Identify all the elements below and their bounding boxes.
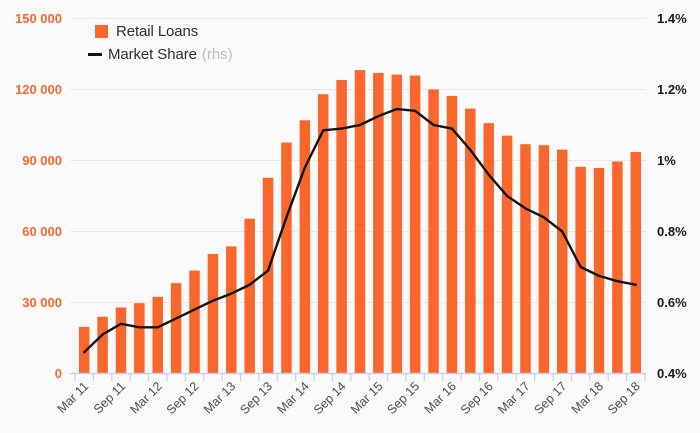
bar [189, 270, 200, 374]
right-axis-label: 1.4% [657, 11, 687, 26]
left-axis-label: 60 000 [22, 224, 62, 239]
x-axis-label: Sep 18 [605, 379, 643, 417]
bar [226, 246, 237, 374]
x-axis-label: Mar 14 [275, 379, 312, 416]
bar [152, 296, 163, 374]
x-axis-label: Mar 17 [495, 379, 532, 416]
bar [428, 89, 439, 374]
bar-series-swatch-icon [95, 25, 108, 38]
bar [207, 253, 219, 374]
bar [501, 135, 513, 374]
bar [281, 142, 292, 374]
market-share-line [82, 107, 638, 354]
bar [373, 72, 384, 374]
x-axis [70, 372, 646, 381]
bar [354, 70, 366, 374]
legend-label-retail-loans: Retail Loans [116, 23, 199, 40]
bar [483, 123, 494, 374]
bar [538, 145, 550, 374]
bar [520, 144, 531, 374]
left-axis-label: 0 [55, 366, 62, 381]
bar [593, 168, 605, 374]
x-axis-label: Sep 15 [384, 379, 422, 417]
left-axis-label: 150 000 [15, 11, 62, 26]
x-axis-label: Mar 16 [422, 379, 459, 416]
left-axis-labels: 0 30 000 60 000 90 000 120 000 150 000 [15, 11, 62, 381]
x-axis-label: Sep 12 [164, 379, 202, 417]
bar [78, 326, 90, 374]
legend-item-retail-loans: Retail Loans [88, 23, 233, 40]
legend-label-rhs-suffix: (rhs) [201, 46, 233, 63]
bar-series-retail-loans [78, 70, 642, 374]
bar [244, 218, 255, 374]
bar [465, 108, 476, 374]
right-axis-labels: 0.4% 0.6% 0.8% 1% 1.2% 1.4% [657, 11, 687, 381]
x-axis-label: Mar 13 [201, 379, 238, 416]
bar [612, 161, 623, 374]
bar [336, 80, 347, 374]
x-axis-label: Sep 16 [458, 379, 496, 417]
chart-legend: Retail Loans Market Share (rhs) [88, 23, 233, 63]
x-axis-label: Sep 13 [237, 379, 275, 417]
right-axis-label: 1.2% [657, 82, 687, 97]
x-axis-label: Mar 18 [569, 379, 606, 416]
legend-item-market-share: Market Share (rhs) [88, 46, 233, 63]
bar [391, 74, 403, 374]
x-axis-label: Sep 11 [91, 379, 128, 416]
bar [630, 151, 642, 374]
x-axis-label: Sep 17 [532, 379, 570, 417]
bar [262, 177, 274, 374]
left-axis-label: 120 000 [15, 82, 62, 97]
bar [409, 75, 421, 374]
right-axis-label: 0.4% [657, 366, 687, 381]
bar [115, 307, 127, 374]
x-axis-label: Mar 11 [55, 379, 92, 416]
legend-label-market-share: Market Share [108, 46, 197, 63]
bar [575, 166, 586, 374]
bar [97, 316, 108, 374]
bar [134, 303, 145, 374]
bar [170, 283, 182, 374]
bar [446, 95, 458, 374]
right-axis-label: 0.6% [657, 295, 687, 310]
bar [317, 94, 329, 374]
left-axis-label: 30 000 [22, 295, 62, 310]
x-axis-label: Mar 12 [127, 379, 164, 416]
x-axis-label: Mar 15 [348, 379, 385, 416]
bar [299, 120, 311, 374]
x-axis-label: Sep 14 [311, 379, 349, 417]
bar [557, 149, 568, 374]
left-axis-label: 90 000 [22, 153, 62, 168]
right-axis-label: 1% [657, 153, 676, 168]
line-series-dash-icon [88, 53, 102, 56]
right-axis-label: 0.8% [657, 224, 687, 239]
